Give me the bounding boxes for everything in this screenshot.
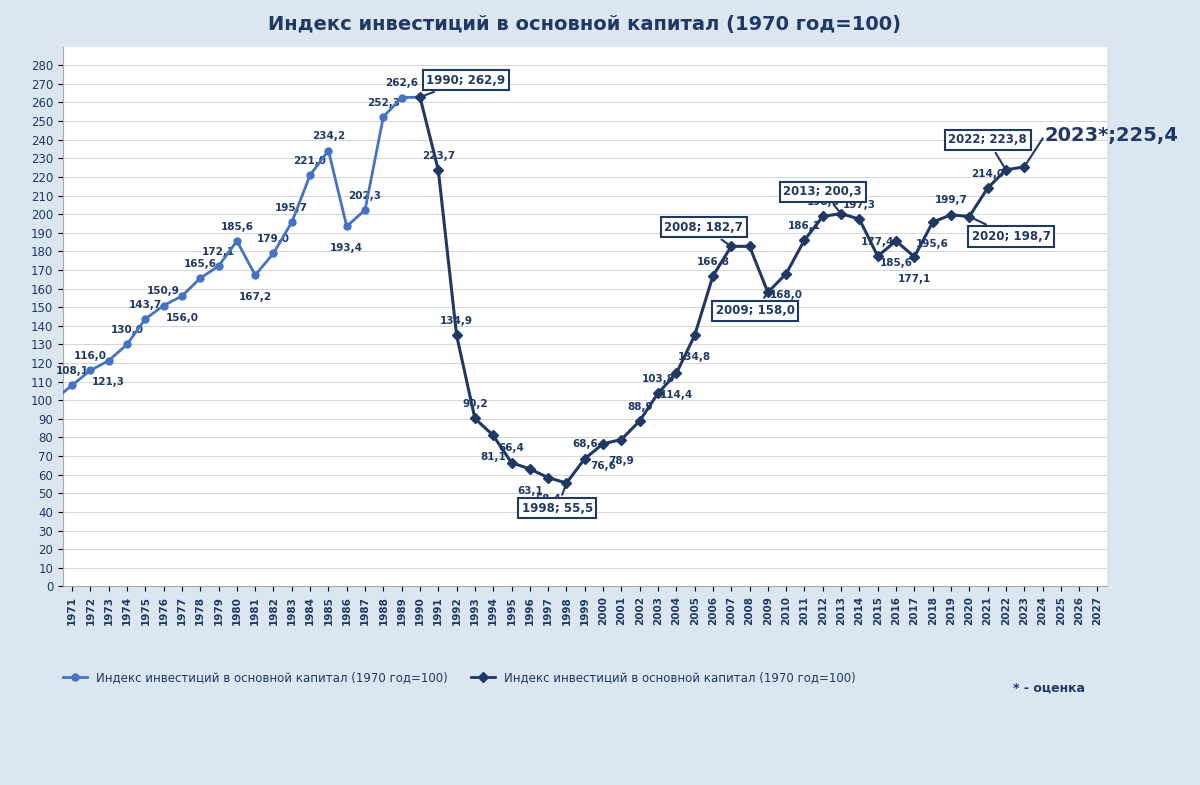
Text: 223,7: 223,7 (421, 151, 455, 161)
Text: 185,6: 185,6 (880, 257, 912, 268)
Text: 165,6: 165,6 (184, 259, 217, 268)
Title: Индекс инвестиций в основной капитал (1970 год=100): Индекс инвестиций в основной капитал (19… (269, 15, 901, 34)
Text: 2023*;225,4: 2023*;225,4 (1044, 126, 1178, 145)
Text: 88,9: 88,9 (626, 402, 653, 411)
Text: 114,4: 114,4 (660, 390, 692, 400)
Text: 1998; 55,5: 1998; 55,5 (522, 486, 593, 515)
Text: 186,1: 186,1 (788, 221, 821, 231)
Text: * - оценка: * - оценка (1013, 681, 1085, 695)
Text: 167,2: 167,2 (239, 292, 271, 302)
Text: 179,0: 179,0 (257, 234, 290, 244)
Text: 214,0: 214,0 (971, 169, 1004, 179)
Text: 2013; 200,3: 2013; 200,3 (784, 185, 862, 211)
Text: 172,1: 172,1 (202, 246, 235, 257)
Text: 199,7: 199,7 (935, 195, 967, 206)
Text: 195,6: 195,6 (917, 239, 949, 249)
Text: 66,4: 66,4 (498, 444, 524, 454)
Text: 150,9: 150,9 (148, 287, 180, 296)
Legend: Индекс инвестиций в основной капитал (1970 год=100), Индекс инвестиций в основно: Индекс инвестиций в основной капитал (19… (58, 666, 860, 688)
Text: 197,3: 197,3 (842, 200, 876, 210)
Text: 78,9: 78,9 (608, 456, 635, 466)
Text: 2022; 223,8: 2022; 223,8 (948, 133, 1027, 167)
Text: 2009; 158,0: 2009; 158,0 (715, 294, 794, 317)
Text: 2020; 198,7: 2020; 198,7 (972, 217, 1051, 243)
Text: 81,1: 81,1 (480, 452, 506, 462)
Text: 76,6: 76,6 (590, 461, 616, 470)
Text: 134,8: 134,8 (678, 352, 712, 362)
Text: 2008; 182,7: 2008; 182,7 (665, 221, 743, 245)
Text: 166,8: 166,8 (696, 257, 730, 267)
Text: 58,4: 58,4 (535, 495, 562, 505)
Text: 130,0: 130,0 (110, 325, 144, 335)
Text: 156,0: 156,0 (166, 312, 198, 323)
Text: 177,4: 177,4 (862, 237, 894, 247)
Text: 116,0: 116,0 (74, 351, 107, 361)
Text: 198,8: 198,8 (806, 197, 839, 207)
Text: 252,3: 252,3 (367, 97, 400, 108)
Text: 143,7: 143,7 (128, 300, 162, 309)
Text: 193,4: 193,4 (330, 243, 364, 254)
Text: 68,6: 68,6 (572, 440, 598, 449)
Text: 108,1: 108,1 (55, 366, 89, 376)
Text: 195,7: 195,7 (275, 203, 308, 213)
Text: 177,1: 177,1 (898, 273, 931, 283)
Text: 1990; 262,9: 1990; 262,9 (422, 74, 505, 96)
Text: 121,3: 121,3 (92, 378, 125, 387)
Text: 262,6: 262,6 (385, 78, 418, 89)
Text: 234,2: 234,2 (312, 131, 344, 141)
Text: 103,8: 103,8 (642, 374, 674, 384)
Text: 202,3: 202,3 (348, 191, 382, 200)
Text: 63,1: 63,1 (517, 486, 542, 495)
Text: 168,0: 168,0 (769, 290, 803, 301)
Text: 185,6: 185,6 (221, 221, 253, 232)
Text: 134,9: 134,9 (440, 316, 473, 326)
Text: 221,0: 221,0 (294, 155, 326, 166)
Text: 90,2: 90,2 (462, 400, 487, 409)
